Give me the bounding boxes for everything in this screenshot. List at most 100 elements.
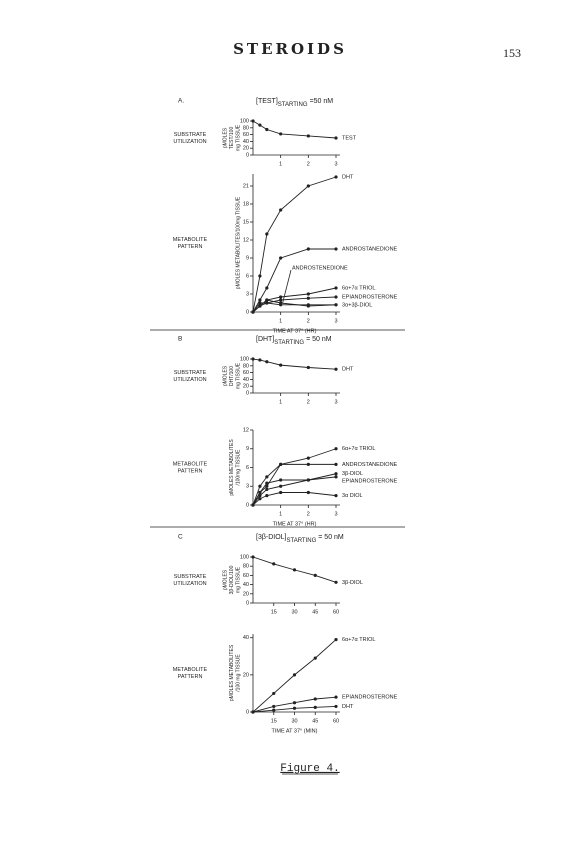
series-line: [252, 463, 336, 506]
data-point: [334, 175, 338, 179]
data-point: [272, 704, 276, 709]
y-tick-label: 100: [240, 554, 249, 560]
data-point: [306, 478, 310, 482]
data-point: [265, 298, 269, 302]
title-sub: STARTING: [286, 538, 316, 544]
data-point: [251, 710, 255, 714]
y-axis-label: mg TISSUE: [235, 362, 241, 389]
x-tick-label: 30: [291, 718, 297, 724]
row-label: SUBSTRATE: [174, 132, 207, 138]
data-point: [251, 119, 255, 123]
y-axis-label: DHT/100: [229, 366, 235, 386]
row-label: UTILIZATION: [173, 139, 206, 145]
series-label: TEST: [342, 135, 357, 141]
y-tick-label: 60: [243, 132, 249, 138]
data-point: [272, 691, 276, 696]
y-tick-label: 0: [246, 390, 249, 396]
y-tick-label: 40: [243, 377, 249, 383]
figure-caption: Figure 4.: [280, 763, 339, 775]
y-tick-label: 80: [243, 363, 249, 369]
x-tick-label: 1: [279, 399, 282, 405]
y-tick-label: 9: [246, 255, 249, 261]
data-point: [313, 656, 317, 660]
series-label: 3α+3β-DIOL: [342, 302, 372, 308]
y-axis-label: pMOLES: [222, 569, 228, 590]
y-axis-label: pMOLES METABOLITES: [229, 439, 235, 496]
y-tick-label: 0: [246, 709, 249, 715]
data-point: [258, 274, 262, 278]
y-tick-label: 100: [240, 356, 249, 362]
data-point: [265, 286, 269, 290]
y-tick-label: 0: [246, 152, 249, 158]
x-tick-label: 1: [279, 511, 282, 517]
title-main: [3β-DIOL]: [256, 534, 287, 541]
y-tick-label: 20: [243, 384, 249, 390]
series-label: ANDROSTANEDIONE: [342, 246, 398, 252]
y-tick-label: 6: [246, 273, 249, 279]
data-point: [313, 573, 317, 578]
data-point: [334, 494, 338, 498]
series-label: 6α+7α TRIOL: [342, 285, 375, 291]
y-axis-label: pMOLES: [222, 365, 228, 386]
x-tick-label: 60: [333, 609, 339, 615]
y-tick-label: 3: [246, 291, 249, 297]
data-point: [334, 704, 338, 709]
series-label: 3β-DIOL: [342, 580, 363, 586]
data-point: [265, 360, 269, 364]
y-tick-label: 21: [243, 183, 249, 189]
data-point: [265, 494, 269, 498]
x-tick-label: 1: [279, 161, 282, 167]
y-axis-label: /100mg TISSUE: [235, 449, 241, 486]
data-point: [306, 292, 310, 296]
data-point: [251, 503, 255, 507]
y-tick-label: 100: [240, 118, 249, 124]
x-tick-label: 2: [307, 399, 310, 405]
title-main: [DHT]: [256, 336, 274, 343]
data-point: [258, 301, 262, 305]
x-tick-label: 1: [279, 318, 282, 324]
y-axis-label: pMOLES METABOLITES: [229, 644, 235, 701]
x-tick-label: 45: [312, 609, 318, 615]
y-tick-label: 18: [243, 201, 249, 207]
data-point: [265, 232, 269, 236]
series-label: DHT: [342, 174, 354, 180]
x-tick-label: 3: [334, 318, 337, 324]
y-tick-label: 15: [243, 219, 249, 225]
data-point: [258, 490, 262, 495]
title-main: [TEST]: [256, 98, 278, 105]
y-tick-label: 9: [246, 446, 249, 452]
data-point: [306, 462, 310, 466]
series-label: EPIANDROSTERONE: [342, 479, 398, 485]
data-point: [265, 301, 269, 305]
row-label: SUBSTRATE: [174, 574, 207, 580]
data-point: [279, 462, 283, 466]
panel-letter: A.: [178, 98, 184, 105]
x-tick-label: 3: [334, 511, 337, 517]
data-point: [258, 298, 262, 302]
y-axis-label: TEST/100: [229, 127, 235, 150]
data-point: [279, 132, 283, 136]
x-tick-label: 3: [334, 399, 337, 405]
row-label: PATTERN: [178, 674, 203, 680]
data-point: [251, 555, 255, 559]
data-point: [334, 286, 338, 290]
y-tick-label: 0: [246, 502, 249, 508]
data-point: [279, 490, 283, 495]
leader-line: [282, 269, 292, 303]
y-axis-label: pMOLES METABOLITES/100mg TISSUE: [235, 196, 241, 289]
series-label: 6α+7α TRIOL: [342, 637, 375, 643]
data-point: [306, 296, 310, 300]
y-tick-label: 60: [243, 370, 249, 376]
data-point: [313, 705, 317, 709]
series-label: 3α DIOL: [342, 493, 363, 499]
x-axis-label: TIME AT 37° (HR): [273, 521, 317, 527]
x-tick-label: 15: [271, 718, 277, 724]
data-point: [306, 490, 310, 495]
data-point: [265, 475, 269, 479]
y-tick-label: 80: [243, 125, 249, 131]
data-point: [334, 367, 338, 371]
panel-letter: B: [178, 336, 182, 343]
series-label: DHT: [342, 704, 354, 710]
y-tick-label: 60: [243, 573, 249, 579]
